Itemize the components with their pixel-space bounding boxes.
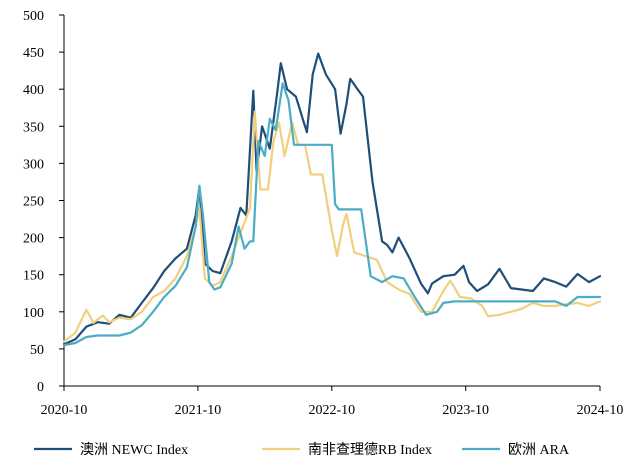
legend: 澳洲 NEWC Index 南非查理德RB Index 欧洲 ARA	[34, 442, 570, 458]
y-tick-label: 100	[23, 306, 44, 321]
series-line-1	[62, 110, 602, 343]
x-tick-label: 2024-10	[577, 403, 624, 418]
y-tick-label: 150	[23, 269, 44, 284]
y-tick-label: 450	[23, 46, 44, 61]
series-line-2	[62, 82, 602, 347]
y-tick-label: 350	[23, 120, 44, 135]
y-tick-label: 0	[37, 380, 44, 395]
x-tick-label: 2022-10	[308, 403, 355, 418]
y-tick-label: 200	[23, 232, 44, 247]
legend-label-2: 欧洲 ARA	[508, 442, 570, 458]
legend-label-0: 澳洲 NEWC Index	[80, 442, 188, 458]
x-tick-label: 2023-10	[442, 403, 489, 418]
y-tick-label: 250	[23, 195, 44, 210]
x-tick-label: 2020-10	[41, 403, 88, 418]
y-tick-label: 300	[23, 157, 44, 172]
y-tick-label: 50	[30, 343, 44, 358]
legend-label-1: 南非查理德RB Index	[308, 442, 432, 458]
y-tick-label: 400	[23, 83, 44, 98]
series-line-0	[62, 52, 602, 346]
y-tick-label: 500	[23, 9, 44, 24]
y-axis: 0 50 100 150 200 250 300 350 400 450 500	[23, 9, 65, 395]
x-axis: 2020-10 2021-10 2022-10 2023-10 2024-10	[41, 385, 624, 418]
x-tick-label: 2021-10	[175, 403, 222, 418]
plot-area	[62, 52, 602, 347]
